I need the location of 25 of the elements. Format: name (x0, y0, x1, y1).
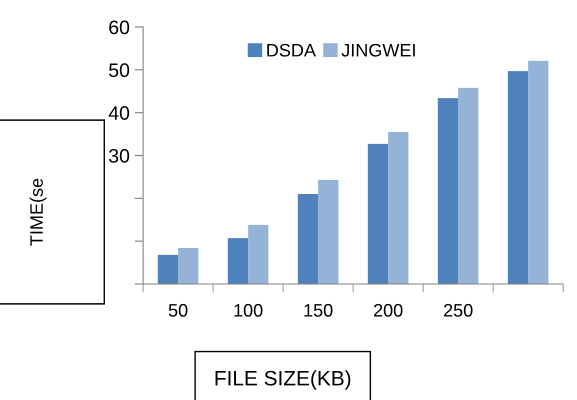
y-tick-label: 50 (109, 63, 130, 78)
legend-label: JINGWEI (342, 44, 415, 57)
x-tick-label: 250 (444, 304, 472, 317)
bar (528, 60, 548, 284)
x-axis-title: FILE SIZE(KB) (216, 370, 350, 390)
bar (318, 180, 338, 284)
bar (508, 71, 528, 284)
legend-label: DSDA (267, 44, 316, 57)
x-tick-label: 150 (304, 304, 332, 317)
y-tick-label: 60 (109, 20, 130, 34)
x-tick-label: 50 (168, 304, 188, 317)
bar (388, 132, 408, 284)
y-tick-label: 30 (109, 148, 130, 163)
bar (458, 88, 478, 284)
bar (438, 98, 458, 284)
bar (228, 238, 248, 284)
x-tick-label: 100 (234, 304, 262, 317)
x-tick-label: 200 (374, 304, 402, 317)
bar (368, 144, 388, 284)
y-axis-title: TIME(se (30, 178, 46, 246)
bar (178, 248, 198, 284)
y-tick-label: 40 (108, 106, 130, 120)
bar (298, 194, 318, 284)
bar (158, 254, 178, 284)
bar (248, 224, 268, 284)
